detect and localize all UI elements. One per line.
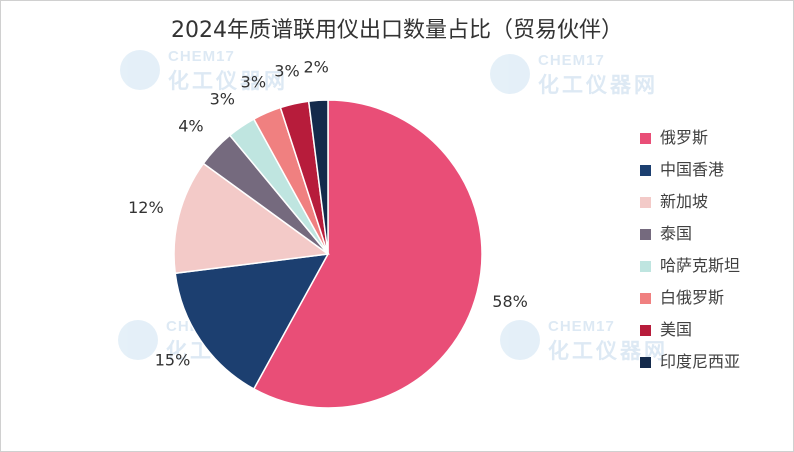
legend-label: 哈萨克斯坦 bbox=[660, 256, 741, 275]
legend-label: 中国香港 bbox=[660, 160, 725, 179]
legend-label: 泰国 bbox=[660, 224, 693, 243]
legend-label: 俄罗斯 bbox=[660, 128, 709, 147]
legend-label: 新加坡 bbox=[660, 192, 709, 211]
data-label-6: 3% bbox=[274, 62, 299, 81]
pie-slice-2 bbox=[173, 162, 330, 275]
legend-item-2: 新加坡 bbox=[640, 189, 790, 221]
data-label-7: 2% bbox=[304, 57, 329, 76]
chart-title: 2024年质谱联用仪出口数量占比（贸易伙伴） bbox=[171, 18, 623, 43]
legend-label: 印度尼西亚 bbox=[660, 352, 741, 371]
legend-item-0: 俄罗斯 bbox=[640, 125, 790, 157]
data-label-3: 4% bbox=[178, 116, 203, 135]
data-label-2: 12% bbox=[128, 198, 164, 217]
legend-item-6: 美国 bbox=[640, 317, 790, 349]
pie-slice-1 bbox=[174, 253, 330, 390]
data-label-4: 3% bbox=[210, 90, 235, 109]
legend-item-1: 中国香港 bbox=[640, 157, 790, 189]
legend-item-5: 白俄罗斯 bbox=[640, 285, 790, 317]
data-label-1: 15% bbox=[155, 351, 191, 370]
legend-swatch bbox=[640, 357, 651, 368]
legend-swatch bbox=[640, 133, 651, 144]
data-label-0: 58% bbox=[492, 292, 528, 311]
data-label-5: 3% bbox=[241, 72, 266, 91]
legend-swatch bbox=[640, 261, 651, 272]
legend-item-4: 哈萨克斯坦 bbox=[640, 253, 790, 285]
legend-swatch bbox=[640, 325, 651, 336]
legend-item-3: 泰国 bbox=[640, 221, 790, 253]
pie-slice-7 bbox=[307, 99, 329, 255]
legend-item-7: 印度尼西亚 bbox=[640, 349, 790, 381]
legend-swatch bbox=[640, 293, 651, 304]
legend-label: 白俄罗斯 bbox=[660, 288, 725, 307]
legend-swatch bbox=[640, 229, 651, 240]
legend-label: 美国 bbox=[660, 320, 693, 339]
pie-slice-0 bbox=[252, 99, 483, 409]
chart-legend: 俄罗斯中国香港新加坡泰国哈萨克斯坦白俄罗斯美国印度尼西亚 bbox=[640, 125, 790, 381]
legend-swatch bbox=[640, 165, 651, 176]
legend-swatch bbox=[640, 197, 651, 208]
